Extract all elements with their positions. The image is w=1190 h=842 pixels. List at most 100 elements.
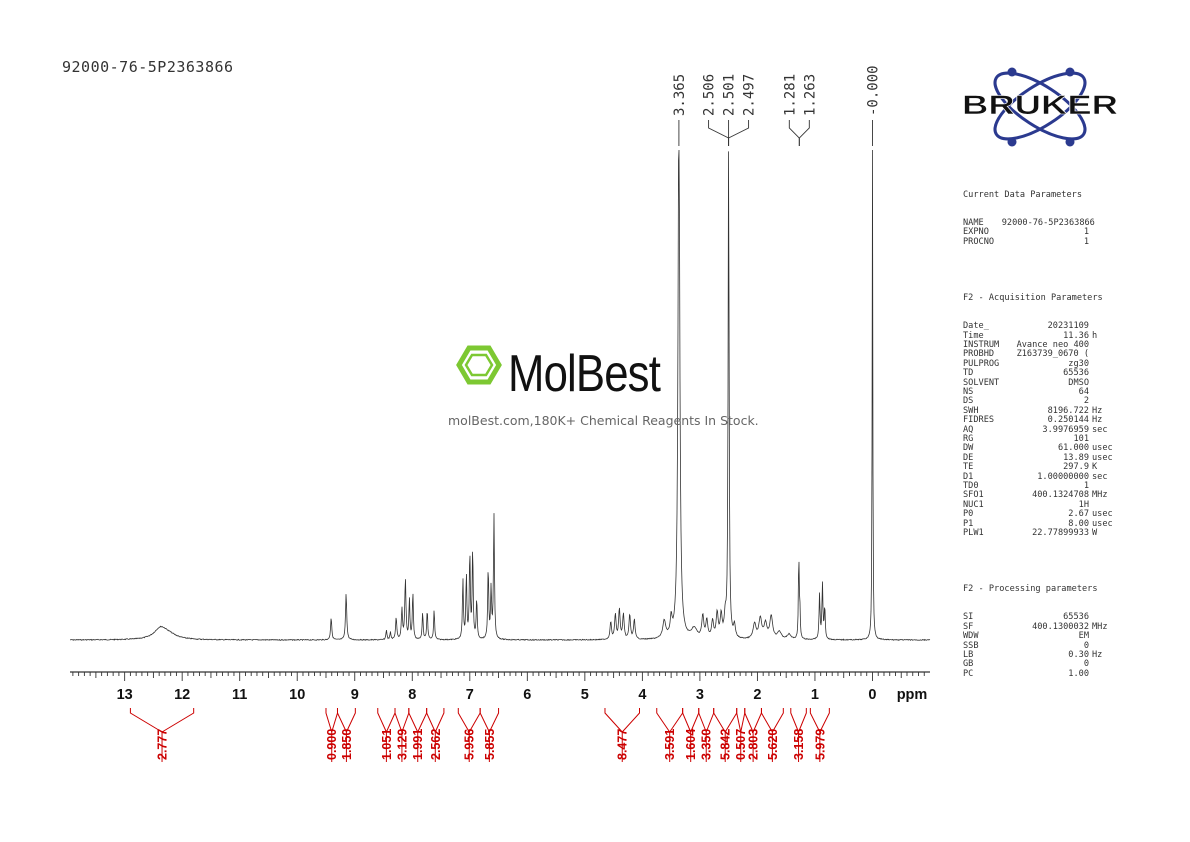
integral-bracket	[488, 708, 500, 733]
peak-label: 2.501	[722, 74, 738, 116]
param-row: DE 13.89 usec	[963, 452, 1118, 463]
x-tick-label: 3	[696, 687, 704, 703]
param-value: 1	[1083, 227, 1089, 238]
integral-bracket	[698, 708, 707, 733]
param-unit: K	[1092, 462, 1098, 473]
benzene-ring-icon	[456, 345, 502, 385]
integral-bracket	[690, 708, 700, 733]
x-tick-label: 0	[868, 687, 876, 703]
param-value: EM	[1078, 631, 1089, 642]
param-row: NAME 92000-76-5P2363866	[963, 218, 1118, 229]
x-tick-label: 11	[232, 687, 247, 703]
param-value: 20231109	[1047, 321, 1089, 332]
integral-bracket	[401, 708, 410, 733]
param-value: Avance neo 400	[1016, 339, 1089, 350]
param-value: 61.000	[1057, 443, 1089, 454]
param-row: PROBHD Z163739_0670 (	[963, 349, 1118, 360]
peak-leader-line	[788, 120, 800, 146]
x-tick-label: 9	[351, 687, 359, 703]
param-key: DE	[963, 452, 974, 463]
integral-bracket	[468, 708, 481, 733]
bruker-logo: BRUKER	[962, 67, 1118, 147]
param-key: INSTRUM	[963, 339, 1000, 350]
param-row: FIDRES 0.250144 Hz	[963, 415, 1118, 426]
param-row: WDW EM	[963, 631, 1118, 642]
param-key: PLW1	[963, 528, 984, 539]
integral-bracket	[161, 708, 195, 733]
integral-bracket	[377, 708, 387, 733]
param-value: 400.1300032	[1032, 621, 1089, 632]
integral-bracket	[129, 708, 163, 733]
param-key: SI	[963, 612, 974, 623]
param-value: 65536	[1063, 368, 1089, 379]
integral-value: 3.591	[663, 729, 677, 760]
integral-bracket	[656, 708, 671, 733]
peak-label: 1.281	[782, 74, 798, 116]
param-value: 297.9	[1063, 462, 1089, 473]
param-row: NUC1 1H	[963, 500, 1118, 510]
integral-value: 1.604	[684, 729, 698, 760]
param-unit: usec	[1092, 518, 1113, 529]
param-key: AQ	[963, 424, 974, 435]
param-key: PROBHD	[963, 349, 995, 360]
param-row: P0 2.67 usec	[963, 509, 1118, 520]
peak-label: 2.506	[702, 74, 718, 116]
param-row: TD 65536	[963, 368, 1118, 379]
param-value: 0.30	[1068, 649, 1089, 660]
param-row: INSTRUM Avance neo 400	[963, 339, 1118, 350]
molbest-watermark: MolBest	[456, 345, 662, 403]
x-axis-label: ppm	[897, 687, 928, 703]
param-key: SWH	[963, 405, 979, 416]
param-unit	[1089, 379, 1118, 388]
integral-bracket	[736, 708, 742, 733]
param-row: NS 64	[963, 386, 1118, 397]
integral-value: 1.991	[411, 729, 425, 760]
param-key: TD0	[963, 481, 979, 491]
integral-bracket	[771, 708, 784, 733]
param-key: FIDRES	[963, 415, 995, 426]
acquisition-parameters: Current Data Parameters NAME 92000-76-5P2…	[963, 172, 1118, 689]
x-tick-label: 8	[408, 687, 416, 703]
param-value: 2	[1083, 396, 1089, 407]
param-unit: MHz	[1092, 490, 1108, 501]
integral-bracket	[325, 708, 333, 733]
peak-label: -0.000	[865, 65, 881, 116]
param-key: SOLVENT	[963, 377, 1000, 388]
integral-bracket	[457, 708, 470, 733]
param-unit	[1089, 238, 1118, 247]
param-unit: usec	[1092, 509, 1113, 520]
integral-bracket	[744, 708, 754, 733]
param-unit	[1089, 341, 1118, 350]
param-key: PROCNO	[963, 236, 995, 247]
param-key: TD	[963, 368, 974, 379]
param-row: PULPROG zg30	[963, 359, 1118, 369]
x-tick-label: 5	[581, 687, 589, 703]
integral-bracket	[724, 708, 738, 733]
param-row: PROCNO 1	[963, 236, 1118, 247]
param-value: 0.250144	[1047, 415, 1089, 426]
param-key: RG	[963, 433, 974, 444]
param-value: 64	[1078, 386, 1089, 397]
spectrum-line	[70, 149, 931, 642]
param-key: SSB	[963, 640, 979, 651]
param-row: PC 1.00	[963, 669, 1118, 679]
param-value: 400.1324708	[1032, 490, 1089, 501]
param-unit	[1089, 369, 1118, 378]
param-value: 92000-76-5P2363866	[1001, 218, 1095, 229]
param-unit: usec	[1092, 443, 1113, 454]
integral-value: 8.477	[616, 729, 630, 760]
param-key: Date_	[963, 321, 989, 332]
integral-bracket	[394, 708, 403, 733]
param-key: NAME	[963, 218, 984, 229]
param-unit: usec	[1092, 452, 1113, 463]
peak-label: 1.263	[802, 74, 818, 116]
param-row: Date_ 20231109	[963, 321, 1118, 332]
integral-value: 1.850	[340, 729, 354, 760]
integral-value: 0.900	[325, 729, 339, 760]
param-row: Time 11.36 h	[963, 331, 1118, 341]
ppm-axis: 13 12 11 10 9 8 7 6 5 4 3 2 1 0 ppm	[70, 671, 930, 703]
integral-value: 5.855	[483, 729, 497, 760]
param-unit: MHz	[1092, 621, 1108, 632]
param-row: SSB 0	[963, 640, 1118, 651]
param-row: DW 61.000 usec	[963, 443, 1118, 454]
